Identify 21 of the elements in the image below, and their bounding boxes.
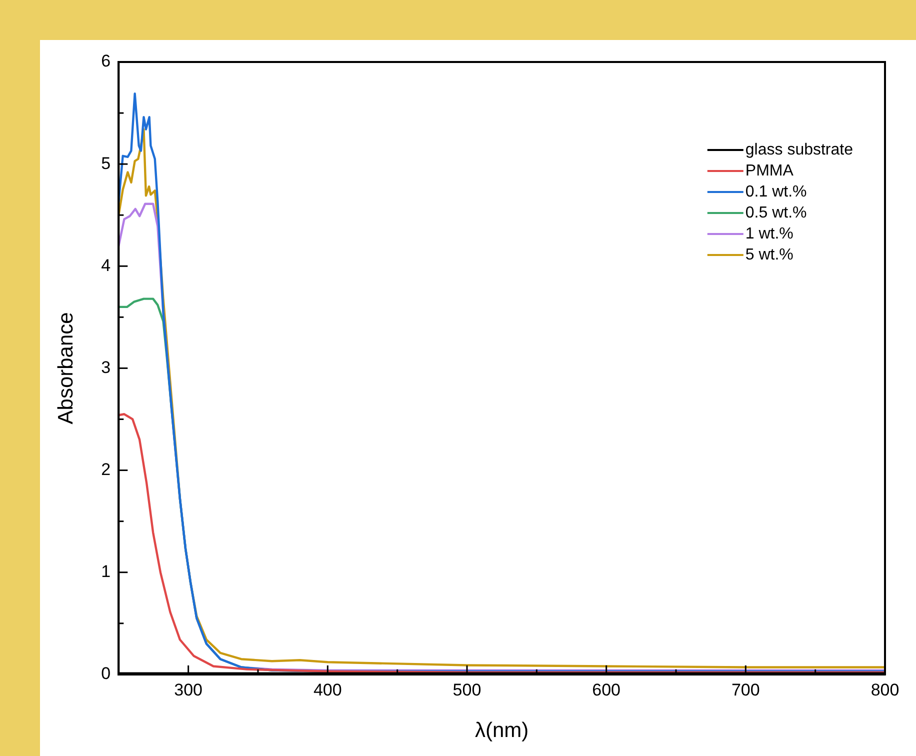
- y-tick-label: 3: [101, 358, 111, 377]
- legend-label: PMMA: [745, 162, 794, 180]
- legend-label: 0.5 wt.%: [745, 204, 807, 222]
- legend-label: glass substrate: [745, 141, 854, 158]
- x-tick-label: 300: [174, 680, 203, 700]
- x-tick-label: 800: [870, 680, 900, 700]
- y-tick-label: 0: [101, 664, 111, 684]
- x-tick-label: 700: [731, 680, 760, 700]
- x-tick-label: 600: [592, 680, 621, 700]
- x-tick-label: 500: [452, 680, 482, 700]
- y-tick-label: 4: [101, 256, 111, 275]
- y-axis-title: Absorbance: [54, 312, 78, 424]
- x-axis-title: λ(nm): [474, 719, 529, 742]
- legend-label: 1 wt.%: [745, 225, 794, 242]
- y-tick-label: 1: [101, 562, 111, 582]
- y-tick-label: 2: [101, 460, 111, 479]
- y-tick-label: 5: [101, 154, 111, 173]
- legend-label: 5 wt.%: [745, 246, 794, 264]
- y-tick-label: 6: [101, 52, 111, 71]
- x-tick-label: 400: [313, 680, 342, 700]
- legend-label: 0.1 wt.%: [745, 183, 807, 200]
